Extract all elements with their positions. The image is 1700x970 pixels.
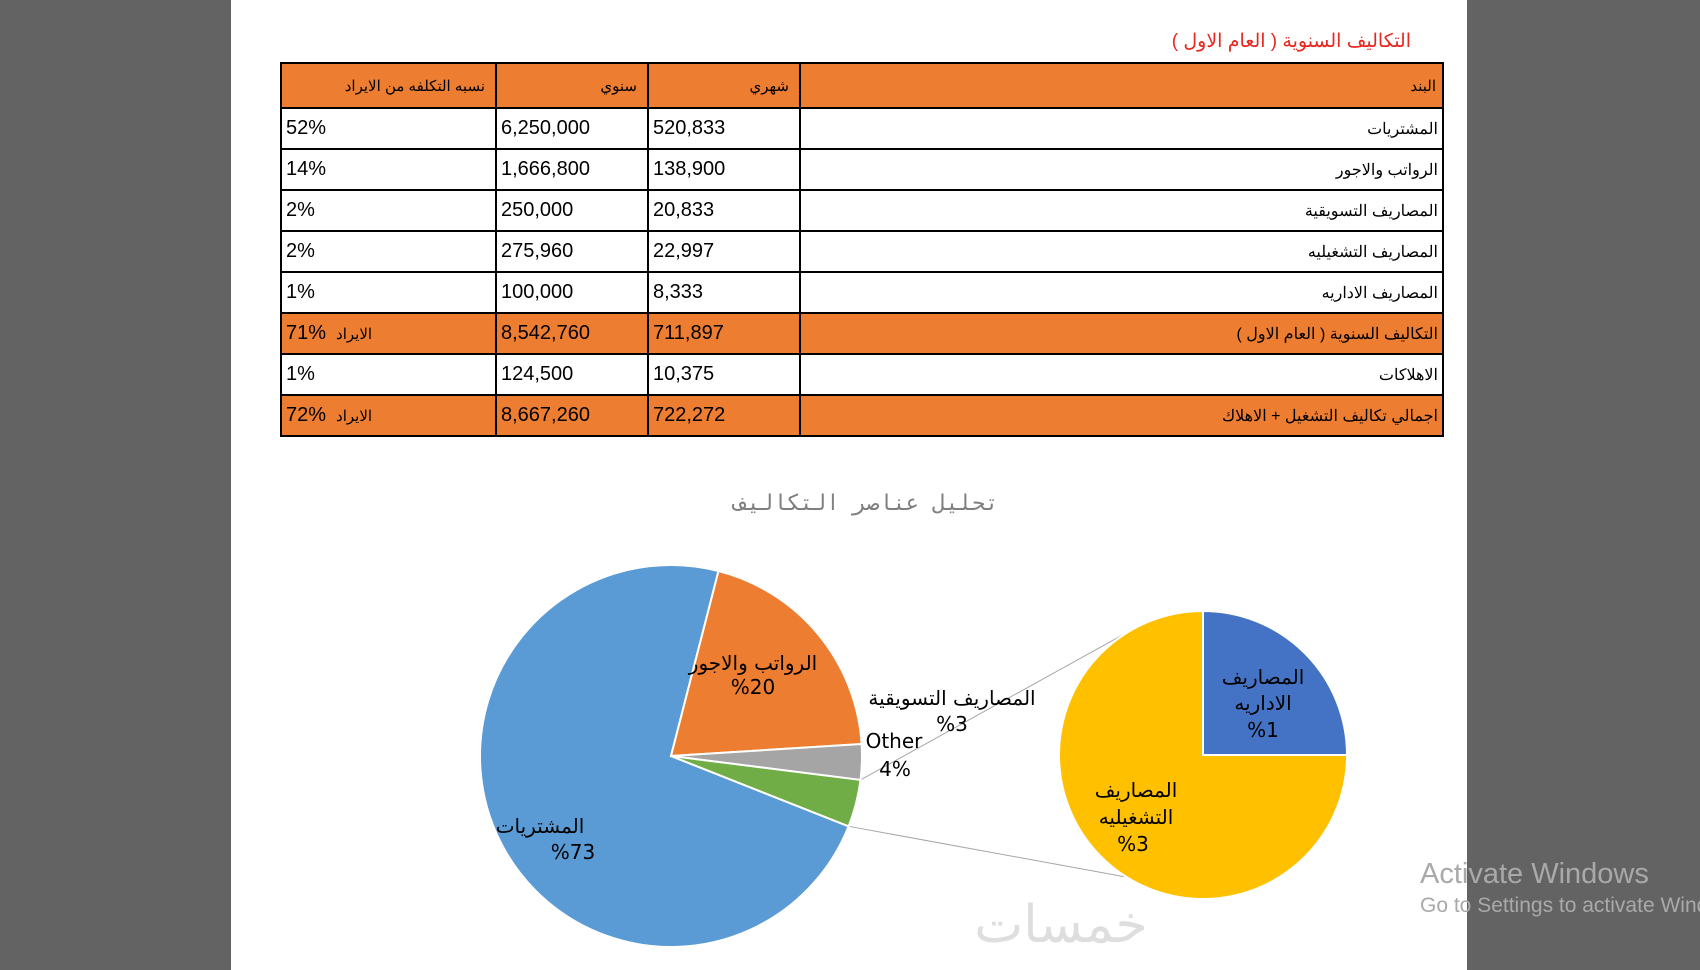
cell-ratio: 2% <box>280 230 497 273</box>
secondary-label-line2-1: التشغيليه <box>1099 805 1174 829</box>
main-slice-1 <box>669 569 863 758</box>
table-row: المصاريف الاداريه 8,333 100,000 1% <box>280 271 1444 314</box>
cell-ratio: الايراد 72% <box>280 394 497 437</box>
table-row: المشتريات 520,833 6,250,000 52% <box>280 107 1444 150</box>
cell-annual: 1,666,800 <box>495 148 649 191</box>
cell-annual: 250,000 <box>495 189 649 232</box>
cell-monthly: 711,897 <box>647 312 801 355</box>
main-slice-0 <box>479 564 850 948</box>
secondary-label-line2-0: الاداريه <box>1234 691 1291 715</box>
cell-annual: 124,500 <box>495 353 649 396</box>
cell-item: الاهلاكات <box>799 353 1444 396</box>
cell-annual: 275,960 <box>495 230 649 273</box>
main-value-3: 4% <box>879 757 911 781</box>
cell-annual: 100,000 <box>495 271 649 314</box>
main-label-0: المشتريات <box>496 814 585 838</box>
cell-monthly: 138,900 <box>647 148 801 191</box>
ratio-value: 1% <box>286 281 315 303</box>
cell-monthly: 722,272 <box>647 394 801 437</box>
ratio-value: 52% <box>286 117 327 139</box>
table-row: الاهلاكات 10,375 124,500 1% <box>280 353 1444 396</box>
cell-ratio: 2% <box>280 189 497 232</box>
table-row: التكاليف السنوية ( العام الاول ) 711,897 8… <box>280 312 1444 355</box>
header-ratio: نسبه التكلفه من الايراد <box>280 62 497 109</box>
cell-monthly: 20,833 <box>647 189 801 232</box>
cell-item: المصاريف التسويقية <box>799 189 1444 232</box>
chart-title: تحليل عناصر التكاليف <box>732 491 999 516</box>
main-label-1: الرواتب والاجور <box>688 651 817 675</box>
cell-item: المصاريف الاداريه <box>799 271 1444 314</box>
main-label-2: المصاريف التسويقية <box>868 686 1035 710</box>
cell-item: اجمالي تكاليف التشغيل + الاهلاك <box>799 394 1444 437</box>
main-value-2: %3 <box>936 712 968 736</box>
ratio-value: 1% <box>286 363 315 385</box>
main-pie-labels: المشتريات%73 الرواتب والاجور%20 المصاريف ا… <box>496 651 1036 864</box>
table-row: اجمالي تكاليف التشغيل + الاهلاك 722,272 8,… <box>280 394 1444 437</box>
secondary-label-line1-0: المصاريف <box>1222 665 1305 689</box>
table-row: المصاريف التسويقية 20,833 250,000 2% <box>280 189 1444 232</box>
header-monthly: شهري <box>647 62 801 109</box>
cell-item: التكاليف السنوية ( العام الاول ) <box>799 312 1444 355</box>
cell-ratio: 52% <box>280 107 497 150</box>
main-value-0: %73 <box>551 840 595 864</box>
table-row: المصاريف التشغيليه 22,997 275,960 2% <box>280 230 1444 273</box>
cell-monthly: 520,833 <box>647 107 801 150</box>
cell-ratio: 1% <box>280 353 497 396</box>
pie-connector-lines <box>848 629 1132 878</box>
activate-windows-subtitle: Go to Settings to activate Windows. <box>1420 894 1700 917</box>
cell-monthly: 22,997 <box>647 230 801 273</box>
ratio-suffix: الايراد <box>336 408 373 425</box>
secondary-label-line1-1: المصاريف <box>1095 778 1178 802</box>
header-item: البند <box>799 62 1444 109</box>
ratio-value: 72% <box>286 404 327 426</box>
secondary-pie <box>1058 609 1349 900</box>
secondary-value-1: %3 <box>1117 832 1149 856</box>
cell-ratio: 14% <box>280 148 497 191</box>
secondary-value-0: %1 <box>1247 718 1279 742</box>
secondary-slice-1 <box>1058 609 1349 900</box>
cell-ratio: 1% <box>280 271 497 314</box>
cell-annual: 8,542,760 <box>495 312 649 355</box>
document-title: التكاليف السنوية ( العام الاول ) <box>1171 31 1411 52</box>
main-pie <box>479 564 863 948</box>
activate-windows-title: Activate Windows <box>1420 858 1649 890</box>
ratio-value: 71% <box>286 322 327 344</box>
secondary-slice-0 <box>1202 609 1349 756</box>
table-row: الرواتب والاجور 138,900 1,666,800 14% <box>280 148 1444 191</box>
cell-item: المشتريات <box>799 107 1444 150</box>
khamsat-watermark: خمسات <box>974 896 1148 954</box>
costs-table: البند شهري سنوي نسبه التكلفه من الايراد … <box>280 62 1444 437</box>
table-header-row: البند شهري سنوي نسبه التكلفه من الايراد <box>280 62 1444 109</box>
cell-monthly: 8,333 <box>647 271 801 314</box>
cell-annual: 6,250,000 <box>495 107 649 150</box>
ratio-value: 2% <box>286 240 315 262</box>
cell-item: المصاريف التشغيليه <box>799 230 1444 273</box>
connector-line-1 <box>848 825 1127 878</box>
main-label-3: Other <box>866 729 924 753</box>
cell-ratio: الايراد 71% <box>280 312 497 355</box>
cell-annual: 8,667,260 <box>495 394 649 437</box>
cell-monthly: 10,375 <box>647 353 801 396</box>
ratio-value: 14% <box>286 158 327 180</box>
activate-windows-overlay: Activate Windows Go to Settings to activ… <box>1420 857 1700 921</box>
main-value-1: %20 <box>731 675 775 699</box>
ratio-value: 2% <box>286 199 315 221</box>
main-slice-3 <box>670 755 862 828</box>
cell-item: الرواتب والاجور <box>799 148 1444 191</box>
header-annual: سنوي <box>495 62 649 109</box>
connector-line-0 <box>860 629 1132 781</box>
document-page: التكاليف السنوية ( العام الاول ) البند ش… <box>231 0 1467 970</box>
ratio-suffix: الايراد <box>336 326 373 343</box>
